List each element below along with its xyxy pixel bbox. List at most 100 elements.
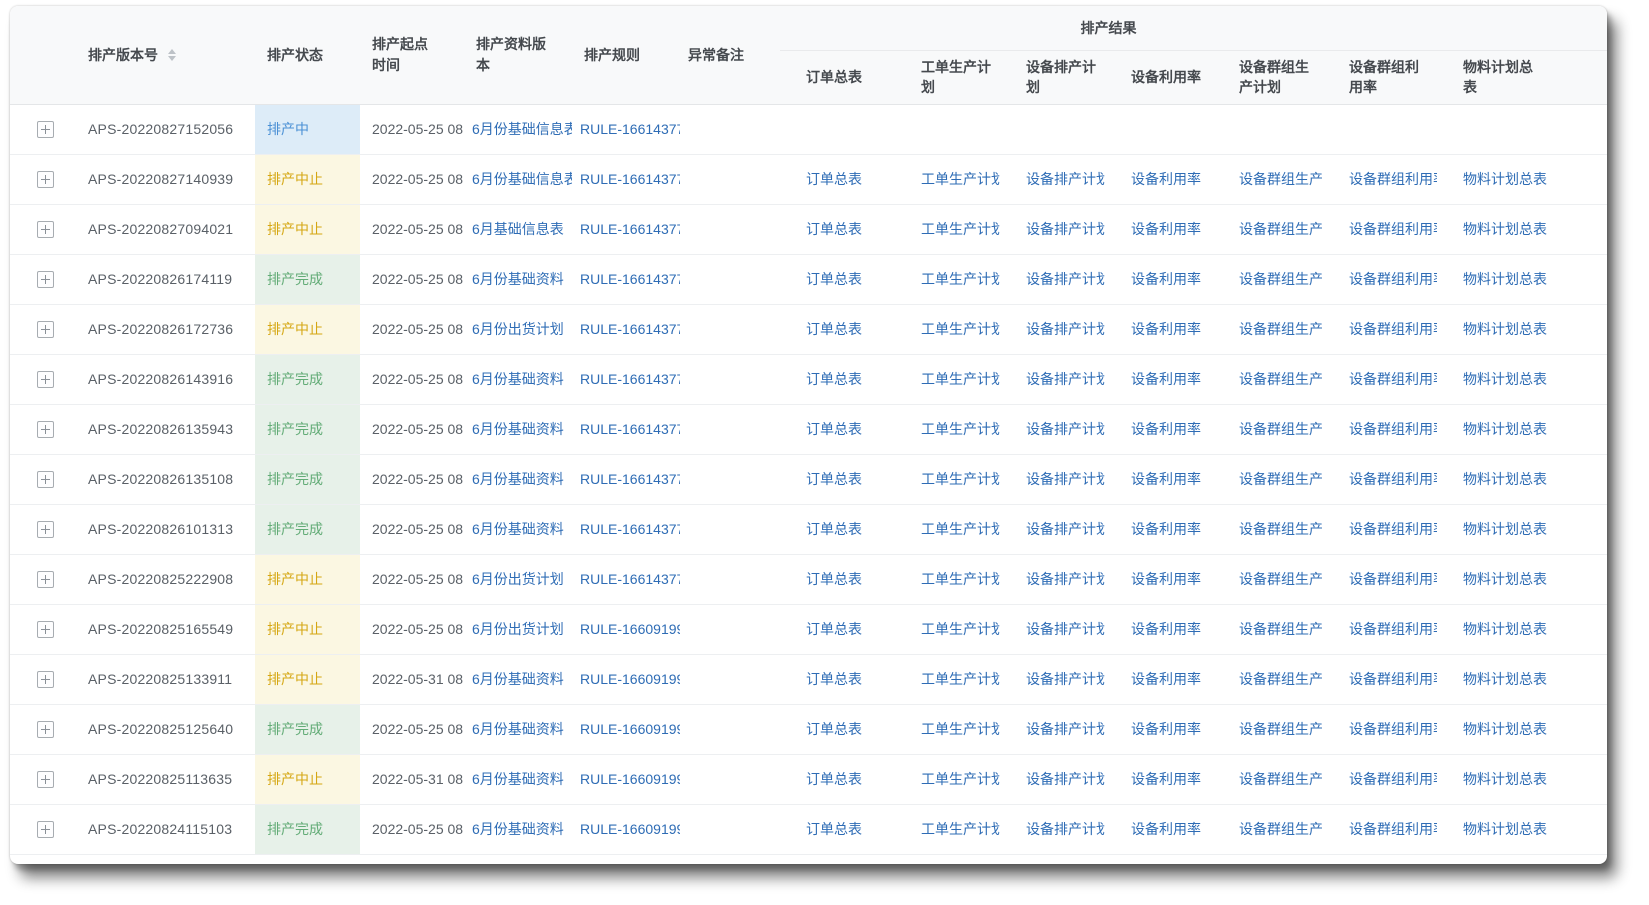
equipment-plan-link[interactable]: 设备排产计划 [1026,821,1105,837]
material-plan-link[interactable]: 物料计划总表 [1463,171,1547,187]
rule-link[interactable]: RULE-166143777 [580,571,680,587]
group-utilization-link[interactable]: 设备群组利用率 [1349,621,1437,637]
data-version-link[interactable]: 6月份基础信息表 [472,171,572,187]
equipment-utilization-link[interactable]: 设备利用率 [1131,221,1201,237]
rule-link[interactable]: RULE-166143777 [580,471,680,487]
equipment-utilization-link[interactable]: 设备利用率 [1131,771,1201,787]
rule-link[interactable]: RULE-166091998 [580,771,680,787]
equipment-plan-link[interactable]: 设备排产计划 [1026,471,1105,487]
order-summary-link[interactable]: 订单总表 [806,171,862,187]
equipment-utilization-link[interactable]: 设备利用率 [1131,821,1201,837]
group-utilization-link[interactable]: 设备群组利用率 [1349,671,1437,687]
data-version-link[interactable]: 6月份基础资料 [472,671,564,687]
expand-row-icon[interactable] [36,820,54,838]
workorder-plan-link[interactable]: 工单生产计划 [921,221,1000,237]
column-header-version-sortable[interactable]: 排产版本号 [80,6,255,104]
group-utilization-link[interactable]: 设备群组利用率 [1349,571,1437,587]
order-summary-link[interactable]: 订单总表 [806,821,862,837]
order-summary-link[interactable]: 订单总表 [806,721,862,737]
expand-row-icon[interactable] [36,720,54,738]
expand-row-icon[interactable] [36,420,54,438]
data-version-link[interactable]: 6月份基础资料 [472,521,564,537]
workorder-plan-link[interactable]: 工单生产计划 [921,471,1000,487]
group-plan-link[interactable]: 设备群组生产计划 [1239,571,1323,587]
equipment-utilization-link[interactable]: 设备利用率 [1131,271,1201,287]
group-plan-link[interactable]: 设备群组生产计划 [1239,621,1323,637]
data-version-link[interactable]: 6月份基础资料 [472,471,564,487]
group-plan-link[interactable]: 设备群组生产计划 [1239,271,1323,287]
equipment-utilization-link[interactable]: 设备利用率 [1131,671,1201,687]
data-version-link[interactable]: 6月份基础资料 [472,721,564,737]
material-plan-link[interactable]: 物料计划总表 [1463,371,1547,387]
rule-link[interactable]: RULE-166143777 [580,321,680,337]
workorder-plan-link[interactable]: 工单生产计划 [921,271,1000,287]
rule-link[interactable]: RULE-166143777 [580,521,680,537]
equipment-utilization-link[interactable]: 设备利用率 [1131,371,1201,387]
workorder-plan-link[interactable]: 工单生产计划 [921,671,1000,687]
expand-row-icon[interactable] [36,570,54,588]
expand-row-icon[interactable] [36,320,54,338]
group-utilization-link[interactable]: 设备群组利用率 [1349,821,1437,837]
rule-link[interactable]: RULE-166143777 [580,171,680,187]
group-utilization-link[interactable]: 设备群组利用率 [1349,521,1437,537]
equipment-utilization-link[interactable]: 设备利用率 [1131,321,1201,337]
equipment-plan-link[interactable]: 设备排产计划 [1026,221,1105,237]
rule-link[interactable]: RULE-166091998 [580,671,680,687]
material-plan-link[interactable]: 物料计划总表 [1463,221,1547,237]
group-utilization-link[interactable]: 设备群组利用率 [1349,171,1437,187]
data-version-link[interactable]: 6月份基础信息表 [472,121,572,137]
expand-row-icon[interactable] [36,470,54,488]
group-plan-link[interactable]: 设备群组生产计划 [1239,321,1323,337]
order-summary-link[interactable]: 订单总表 [806,321,862,337]
group-plan-link[interactable]: 设备群组生产计划 [1239,171,1323,187]
equipment-utilization-link[interactable]: 设备利用率 [1131,171,1201,187]
order-summary-link[interactable]: 订单总表 [806,271,862,287]
group-utilization-link[interactable]: 设备群组利用率 [1349,471,1437,487]
rule-link[interactable]: RULE-166091998 [580,821,680,837]
expand-row-icon[interactable] [36,770,54,788]
rule-link[interactable]: RULE-166091998 [580,621,680,637]
group-utilization-link[interactable]: 设备群组利用率 [1349,721,1437,737]
data-version-link[interactable]: 6月份出货计划 [472,321,564,337]
group-utilization-link[interactable]: 设备群组利用率 [1349,221,1437,237]
data-version-link[interactable]: 6月份出货计划 [472,621,564,637]
rule-link[interactable]: RULE-166143777 [580,271,680,287]
equipment-utilization-link[interactable]: 设备利用率 [1131,471,1201,487]
order-summary-link[interactable]: 订单总表 [806,771,862,787]
order-summary-link[interactable]: 订单总表 [806,621,862,637]
material-plan-link[interactable]: 物料计划总表 [1463,771,1547,787]
group-plan-link[interactable]: 设备群组生产计划 [1239,771,1323,787]
group-plan-link[interactable]: 设备群组生产计划 [1239,671,1323,687]
expand-row-icon[interactable] [36,670,54,688]
group-plan-link[interactable]: 设备群组生产计划 [1239,471,1323,487]
order-summary-link[interactable]: 订单总表 [806,221,862,237]
equipment-plan-link[interactable]: 设备排产计划 [1026,771,1105,787]
expand-row-icon[interactable] [36,170,54,188]
data-version-link[interactable]: 6月份基础资料 [472,271,564,287]
data-version-link[interactable]: 6月份基础资料 [472,371,564,387]
group-utilization-link[interactable]: 设备群组利用率 [1349,321,1437,337]
material-plan-link[interactable]: 物料计划总表 [1463,471,1547,487]
equipment-utilization-link[interactable]: 设备利用率 [1131,421,1201,437]
workorder-plan-link[interactable]: 工单生产计划 [921,371,1000,387]
workorder-plan-link[interactable]: 工单生产计划 [921,571,1000,587]
equipment-plan-link[interactable]: 设备排产计划 [1026,421,1105,437]
equipment-plan-link[interactable]: 设备排产计划 [1026,671,1105,687]
data-version-link[interactable]: 6月份基础资料 [472,421,564,437]
material-plan-link[interactable]: 物料计划总表 [1463,721,1547,737]
equipment-utilization-link[interactable]: 设备利用率 [1131,621,1201,637]
workorder-plan-link[interactable]: 工单生产计划 [921,521,1000,537]
rule-link[interactable]: RULE-166143777 [580,421,680,437]
order-summary-link[interactable]: 订单总表 [806,471,862,487]
expand-row-icon[interactable] [36,370,54,388]
data-version-link[interactable]: 6月基础信息表 [472,221,564,237]
workorder-plan-link[interactable]: 工单生产计划 [921,171,1000,187]
rule-link[interactable]: RULE-166091998 [580,721,680,737]
sort-icon[interactable] [168,48,176,61]
group-utilization-link[interactable]: 设备群组利用率 [1349,271,1437,287]
group-utilization-link[interactable]: 设备群组利用率 [1349,421,1437,437]
material-plan-link[interactable]: 物料计划总表 [1463,421,1547,437]
order-summary-link[interactable]: 订单总表 [806,521,862,537]
group-plan-link[interactable]: 设备群组生产计划 [1239,421,1323,437]
order-summary-link[interactable]: 订单总表 [806,571,862,587]
